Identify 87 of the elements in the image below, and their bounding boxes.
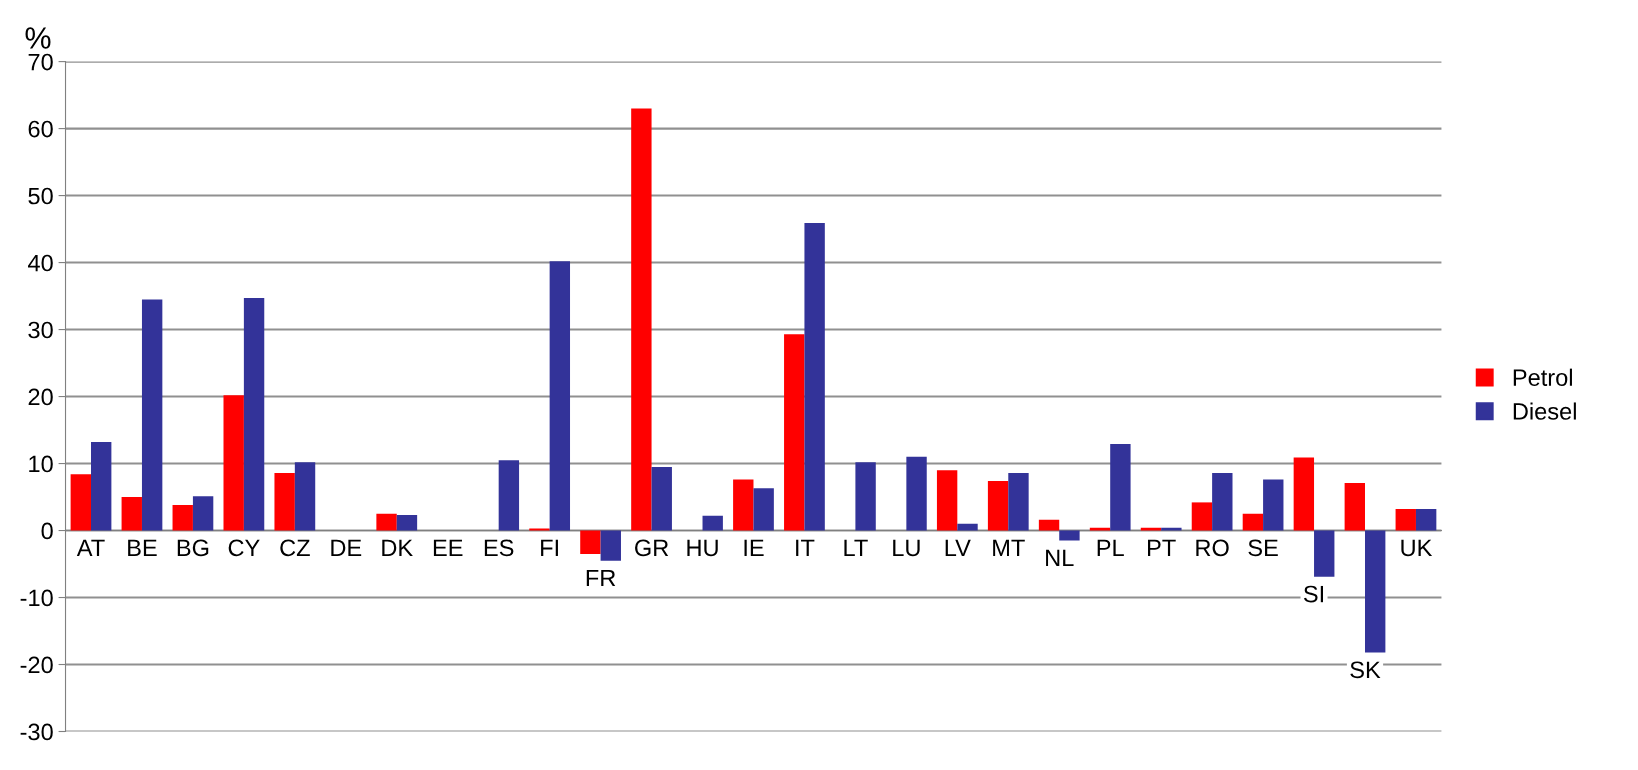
bar: [274, 472, 295, 531]
bar: [1365, 530, 1386, 653]
bar: [906, 456, 927, 531]
x-tick-label: LU: [893, 539, 920, 557]
bar: [243, 298, 265, 531]
x-tick-label: UK: [1401, 539, 1433, 557]
y-tick-label: 20: [28, 388, 53, 406]
bar: [549, 261, 571, 531]
bar: [1008, 472, 1029, 531]
x-tick-label: BE: [128, 539, 157, 556]
bar: [529, 528, 550, 531]
x-tick-label: EE: [433, 539, 463, 556]
y-tick-label: -10: [20, 589, 53, 607]
bar: [1212, 472, 1233, 531]
bar: [784, 334, 805, 531]
x-tick-label: RO: [1196, 539, 1229, 557]
x-tick-label: PT: [1148, 539, 1176, 556]
bar: [1038, 519, 1060, 531]
bar: [1344, 482, 1365, 531]
bar: [1395, 509, 1416, 531]
bar: [855, 462, 876, 531]
y-tick-label: 50: [28, 187, 53, 205]
y-tick-label: 40: [28, 254, 53, 272]
bar: [223, 395, 244, 531]
bar: [753, 488, 774, 531]
bar: [1314, 530, 1335, 577]
bar: [733, 479, 754, 531]
x-tick-label: CZ: [280, 539, 310, 557]
x-tick-label: NL: [1046, 549, 1074, 567]
bar: [376, 513, 397, 531]
bar: [651, 466, 672, 531]
bar: [580, 530, 601, 554]
x-tick-label: SK: [1350, 661, 1381, 679]
bar: [1161, 527, 1182, 531]
x-tick-label: HU: [687, 539, 718, 557]
bar: [600, 530, 621, 561]
bar: [1191, 502, 1213, 531]
x-tick-label: DK: [382, 539, 413, 556]
bar: [121, 497, 142, 531]
bar: [294, 462, 316, 531]
x-tick-label: FI: [541, 539, 558, 556]
legend-label: Diesel: [1513, 402, 1576, 420]
bar: [957, 523, 978, 531]
x-tick-label: GR: [635, 539, 669, 557]
x-tick-label: MT: [993, 539, 1025, 556]
x-tick-label: FR: [586, 569, 616, 587]
y-tick-label: 60: [28, 120, 53, 138]
x-tick-label: ES: [484, 539, 514, 557]
x-tick-label: SI: [1303, 585, 1324, 603]
x-tick-label: PL: [1097, 539, 1124, 556]
bar: [804, 223, 825, 531]
y-tick-label: 0: [41, 522, 53, 540]
x-tick-label: BG: [177, 539, 209, 557]
bar: [1110, 444, 1131, 531]
y-axis-title: %: [25, 27, 51, 49]
x-tick-label: LT: [844, 539, 868, 556]
x-tick-label: IT: [796, 539, 815, 556]
bar: [987, 480, 1009, 531]
bar: [1242, 513, 1264, 531]
x-tick-label: LV: [945, 539, 971, 556]
bar: [631, 108, 652, 531]
bar: [70, 474, 91, 531]
bar: [192, 496, 214, 531]
x-tick-label: AT: [76, 539, 105, 556]
bar: [702, 515, 723, 531]
bar: [498, 460, 520, 531]
bar: [1263, 479, 1284, 531]
bar: [1089, 527, 1111, 531]
bar: [1059, 530, 1080, 541]
legend-label: Petrol: [1513, 368, 1572, 386]
bar: [396, 515, 418, 531]
bar: [141, 299, 163, 531]
bar: [172, 505, 193, 531]
x-tick-label: DE: [331, 539, 362, 556]
x-tick-label: CY: [228, 539, 260, 557]
y-tick-label: -30: [20, 723, 53, 741]
y-tick-label: -20: [20, 656, 53, 674]
y-tick-label: 70: [28, 53, 53, 71]
y-tick-label: 10: [29, 455, 53, 473]
y-tick-label: 30: [28, 321, 53, 339]
x-tick-label: IE: [744, 539, 764, 556]
bar: [91, 442, 112, 531]
x-tick-label: SE: [1248, 539, 1278, 557]
bar: [1415, 509, 1437, 531]
bar: [1140, 527, 1162, 531]
bar: [936, 470, 958, 531]
bar: [1293, 457, 1315, 531]
